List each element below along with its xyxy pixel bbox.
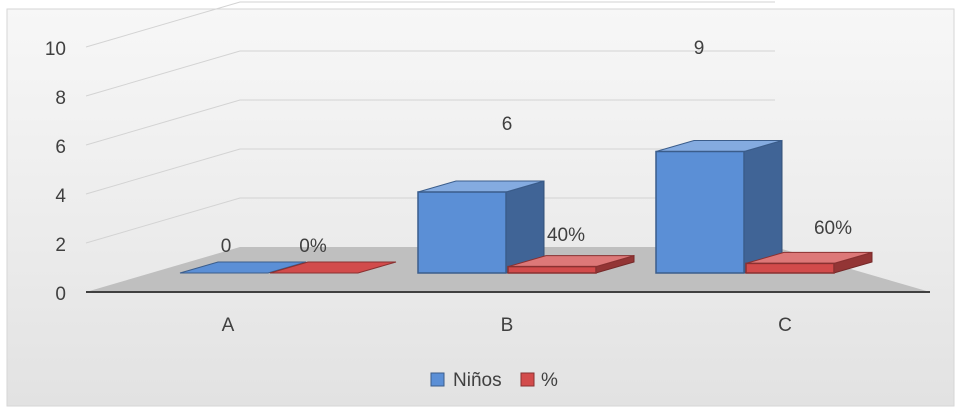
y-tick-label: 0 (55, 284, 66, 305)
x-tick-label: C (778, 315, 792, 336)
bar-percent (745, 251, 873, 274)
data-label: 0 (221, 236, 232, 257)
gridline (85, 50, 775, 97)
y-tick-label: 8 (55, 88, 66, 109)
data-label: 9 (694, 38, 705, 59)
bar-ninos (417, 180, 545, 274)
data-label: 6 (502, 114, 513, 135)
gridline (85, 148, 775, 195)
legend-label: % (541, 370, 558, 391)
data-label: 60% (814, 218, 852, 239)
data-label: 40% (547, 225, 585, 246)
x-tick-label: B (501, 315, 514, 336)
bar-percent (269, 261, 397, 274)
y-tick-label: 4 (55, 186, 66, 207)
gridline (85, 99, 775, 146)
bar-ninos (179, 261, 307, 274)
legend-label: Niños (453, 370, 502, 391)
y-tick-label: 2 (55, 235, 66, 256)
y-tick-label: 6 (55, 137, 66, 158)
x-tick-label: A (222, 315, 235, 336)
data-label: 0% (299, 236, 327, 257)
legend-swatch (520, 372, 535, 387)
bar-percent (507, 254, 635, 274)
y-tick-label: 10 (45, 39, 66, 60)
gridline (85, 1, 775, 48)
bar-ninos (655, 139, 783, 274)
legend-swatch (430, 372, 445, 387)
gridline (85, 197, 775, 244)
